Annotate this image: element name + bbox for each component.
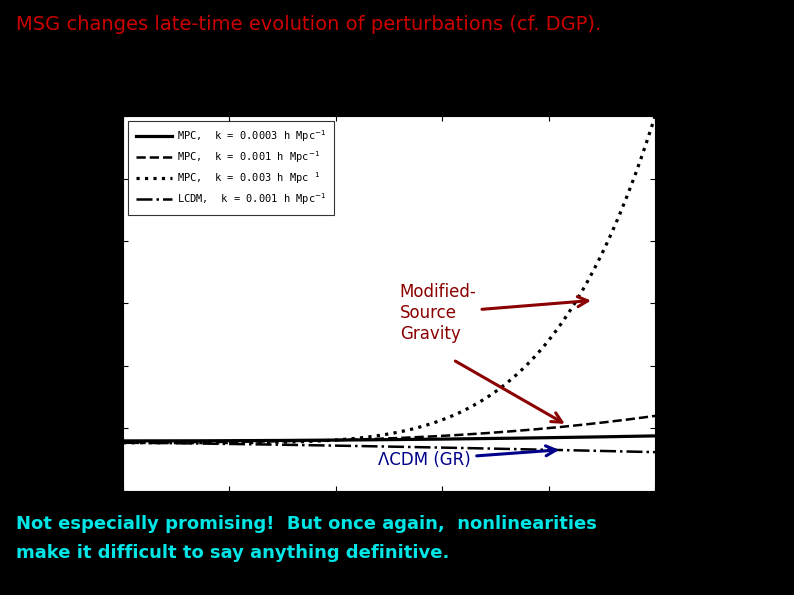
MPC,  k = 0.003 h Mpc $^{1}$: [533, 350, 542, 357]
LCDM,  k = 0.001 h Mpc$^{-1}$: [333, 442, 343, 449]
Text: MSG changes late-time evolution of perturbations (cf. DGP).: MSG changes late-time evolution of pertu…: [16, 15, 601, 34]
MPC,  k = 0.001 h Mpc$^{-1}$: [484, 430, 493, 437]
Line: MPC,  k = 0.003 h Mpc $^{1}$: MPC, k = 0.003 h Mpc $^{1}$: [123, 116, 655, 443]
MPC,  k = 0.0003 h Mpc$^{-1}$: [172, 437, 182, 444]
MPC,  k = 0.0003 h Mpc$^{-1}$: [533, 434, 542, 441]
MPC,  k = 0.001 h Mpc$^{-1}$: [353, 436, 362, 443]
MPC,  k = 0.0003 h Mpc$^{-1}$: [484, 435, 493, 442]
Text: ΛCDM (GR): ΛCDM (GR): [379, 446, 556, 469]
MPC,  k = 0.001 h Mpc$^{-1}$: [533, 425, 542, 433]
MPC,  k = 0.0003 h Mpc$^{-1}$: [333, 437, 343, 444]
X-axis label: log $a$: log $a$: [369, 514, 409, 533]
LCDM,  k = 0.001 h Mpc$^{-1}$: [353, 443, 362, 450]
LCDM,  k = 0.001 h Mpc$^{-1}$: [533, 446, 542, 453]
MPC,  k = 0.001 h Mpc$^{-1}$: [333, 437, 343, 444]
MPC,  k = 0.0003 h Mpc$^{-1}$: [118, 437, 128, 444]
MPC,  k = 0.0003 h Mpc$^{-1}$: [650, 433, 660, 440]
MPC,  k = 0.003 h Mpc $^{1}$: [333, 436, 343, 443]
MPC,  k = 0.001 h Mpc$^{-1}$: [118, 439, 128, 446]
Line: MPC,  k = 0.0003 h Mpc$^{-1}$: MPC, k = 0.0003 h Mpc$^{-1}$: [123, 436, 655, 441]
Line: LCDM,  k = 0.001 h Mpc$^{-1}$: LCDM, k = 0.001 h Mpc$^{-1}$: [123, 443, 655, 452]
MPC,  k = 0.0003 h Mpc$^{-1}$: [543, 434, 553, 441]
MPC,  k = 0.003 h Mpc $^{1}$: [353, 434, 362, 441]
LCDM,  k = 0.001 h Mpc$^{-1}$: [118, 439, 128, 446]
Text: Not especially promising!  But once again,  nonlinearities: Not especially promising! But once again…: [16, 515, 597, 533]
MPC,  k = 0.0003 h Mpc$^{-1}$: [353, 436, 362, 443]
MPC,  k = 0.001 h Mpc$^{-1}$: [543, 425, 553, 432]
MPC,  k = 0.001 h Mpc$^{-1}$: [172, 439, 182, 446]
MPC,  k = 0.003 h Mpc $^{1}$: [650, 112, 660, 120]
LCDM,  k = 0.001 h Mpc$^{-1}$: [543, 446, 553, 453]
LCDM,  k = 0.001 h Mpc$^{-1}$: [484, 445, 493, 452]
LCDM,  k = 0.001 h Mpc$^{-1}$: [172, 440, 182, 447]
Legend: MPC,  k = 0.0003 h Mpc$^{-1}$, MPC,  k = 0.001 h Mpc$^{-1}$, MPC,  k = 0.003 h M: MPC, k = 0.0003 h Mpc$^{-1}$, MPC, k = 0…: [129, 121, 334, 215]
MPC,  k = 0.001 h Mpc$^{-1}$: [650, 412, 660, 419]
Text: make it difficult to say anything definitive.: make it difficult to say anything defini…: [16, 544, 449, 562]
MPC,  k = 0.003 h Mpc $^{1}$: [172, 439, 182, 446]
Y-axis label: $\Phi - \Psi$: $\Phi - \Psi$: [91, 281, 107, 325]
MPC,  k = 0.003 h Mpc $^{1}$: [543, 339, 553, 346]
LCDM,  k = 0.001 h Mpc$^{-1}$: [650, 449, 660, 456]
MPC,  k = 0.003 h Mpc $^{1}$: [118, 439, 128, 446]
Text: Modified-
Source
Gravity: Modified- Source Gravity: [399, 283, 588, 343]
Line: MPC,  k = 0.001 h Mpc$^{-1}$: MPC, k = 0.001 h Mpc$^{-1}$: [123, 416, 655, 442]
MPC,  k = 0.003 h Mpc $^{1}$: [484, 393, 493, 400]
